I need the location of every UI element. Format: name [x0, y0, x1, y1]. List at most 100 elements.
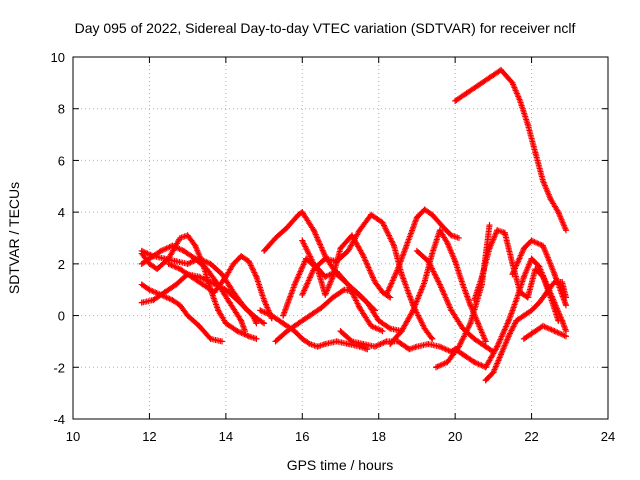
- data-point: [196, 255, 203, 262]
- data-point: [211, 289, 218, 296]
- data-point: [199, 281, 206, 288]
- data-point: [475, 82, 482, 89]
- data-point: [261, 320, 268, 327]
- data-point: [310, 260, 317, 267]
- data-point: [421, 206, 428, 213]
- data-point: [356, 304, 363, 311]
- data-point: [486, 245, 493, 252]
- series-arc13: [337, 328, 459, 355]
- data-point: [207, 335, 214, 342]
- data-point: [547, 294, 554, 301]
- data-point: [169, 297, 176, 304]
- data-point: [448, 232, 455, 239]
- data-point: [138, 299, 145, 306]
- data-point: [345, 247, 352, 254]
- data-point: [562, 328, 569, 335]
- data-point: [306, 341, 313, 348]
- data-point: [501, 229, 508, 236]
- y-tick-label: -4: [53, 412, 65, 427]
- data-point: [517, 97, 524, 104]
- series-marks: [452, 66, 569, 234]
- data-point: [471, 359, 478, 366]
- series-arc5: [138, 247, 268, 327]
- data-point: [448, 307, 455, 314]
- data-point: [196, 322, 203, 329]
- data-point: [322, 273, 329, 280]
- data-point: [306, 312, 313, 319]
- x-tick-label: 16: [295, 429, 309, 444]
- data-point: [379, 328, 386, 335]
- data-point: [471, 297, 478, 304]
- data-point: [295, 211, 302, 218]
- x-tick-label: 22: [524, 429, 538, 444]
- series-arc15: [387, 227, 489, 348]
- data-point: [333, 338, 340, 345]
- series-arc23: [520, 322, 569, 342]
- data-point: [444, 240, 451, 247]
- data-point: [413, 214, 420, 221]
- data-point: [547, 196, 554, 203]
- data-point: [475, 320, 482, 327]
- data-point: [184, 232, 191, 239]
- data-point: [551, 328, 558, 335]
- data-point: [562, 333, 569, 340]
- data-point: [146, 260, 153, 267]
- data-point: [291, 328, 298, 335]
- series-arc21: [471, 227, 562, 324]
- data-point: [345, 341, 352, 348]
- x-axis: 10 12 14 16 18 20 22 24: [66, 57, 615, 444]
- data-point: [318, 304, 325, 311]
- data-point: [295, 320, 302, 327]
- data-point: [333, 258, 340, 265]
- data-point: [498, 66, 504, 73]
- data-point: [161, 255, 168, 262]
- data-point: [505, 317, 512, 324]
- data-point: [413, 343, 420, 350]
- data-point: [387, 325, 394, 332]
- data-point: [230, 260, 237, 267]
- data-point: [146, 286, 153, 293]
- data-point: [280, 312, 287, 319]
- data-point: [226, 299, 233, 306]
- data-point: [455, 235, 462, 241]
- chart-title: Day 095 of 2022, Sidereal Day-to-day VTE…: [75, 20, 576, 36]
- data-point: [528, 307, 535, 314]
- data-point: [348, 338, 355, 345]
- data-point: [520, 335, 527, 342]
- data-point: [436, 227, 443, 234]
- data-point: [509, 271, 516, 278]
- data-point: [520, 245, 527, 252]
- data-point: [257, 307, 264, 314]
- data-point: [467, 302, 474, 309]
- data-point: [540, 273, 547, 280]
- data-point: [184, 260, 191, 267]
- data-point: [280, 320, 287, 327]
- data-point: [261, 247, 268, 254]
- series-marks: [471, 227, 562, 324]
- x-tick-label: 24: [601, 429, 615, 444]
- data-point: [459, 325, 466, 332]
- data-point: [467, 320, 474, 327]
- y-tick-label: 6: [58, 153, 65, 168]
- data-point: [184, 312, 191, 319]
- data-point: [410, 307, 417, 314]
- x-tick-label: 10: [66, 429, 80, 444]
- data-point: [387, 341, 394, 348]
- data-point: [455, 343, 462, 350]
- y-tick-label: 2: [58, 257, 65, 272]
- data-point: [536, 299, 543, 306]
- data-point: [253, 320, 260, 327]
- plot-frame: [72, 56, 609, 420]
- data-point: [253, 315, 260, 322]
- series-arc12: [299, 237, 386, 335]
- data-point: [310, 227, 317, 234]
- y-tick-label: 10: [51, 50, 65, 65]
- data-point: [429, 211, 436, 218]
- data-point: [562, 302, 569, 309]
- data-point: [524, 121, 531, 128]
- data-point: [245, 258, 252, 265]
- x-tick-label: 14: [219, 429, 233, 444]
- data-point: [368, 322, 375, 329]
- data-point: [387, 294, 394, 301]
